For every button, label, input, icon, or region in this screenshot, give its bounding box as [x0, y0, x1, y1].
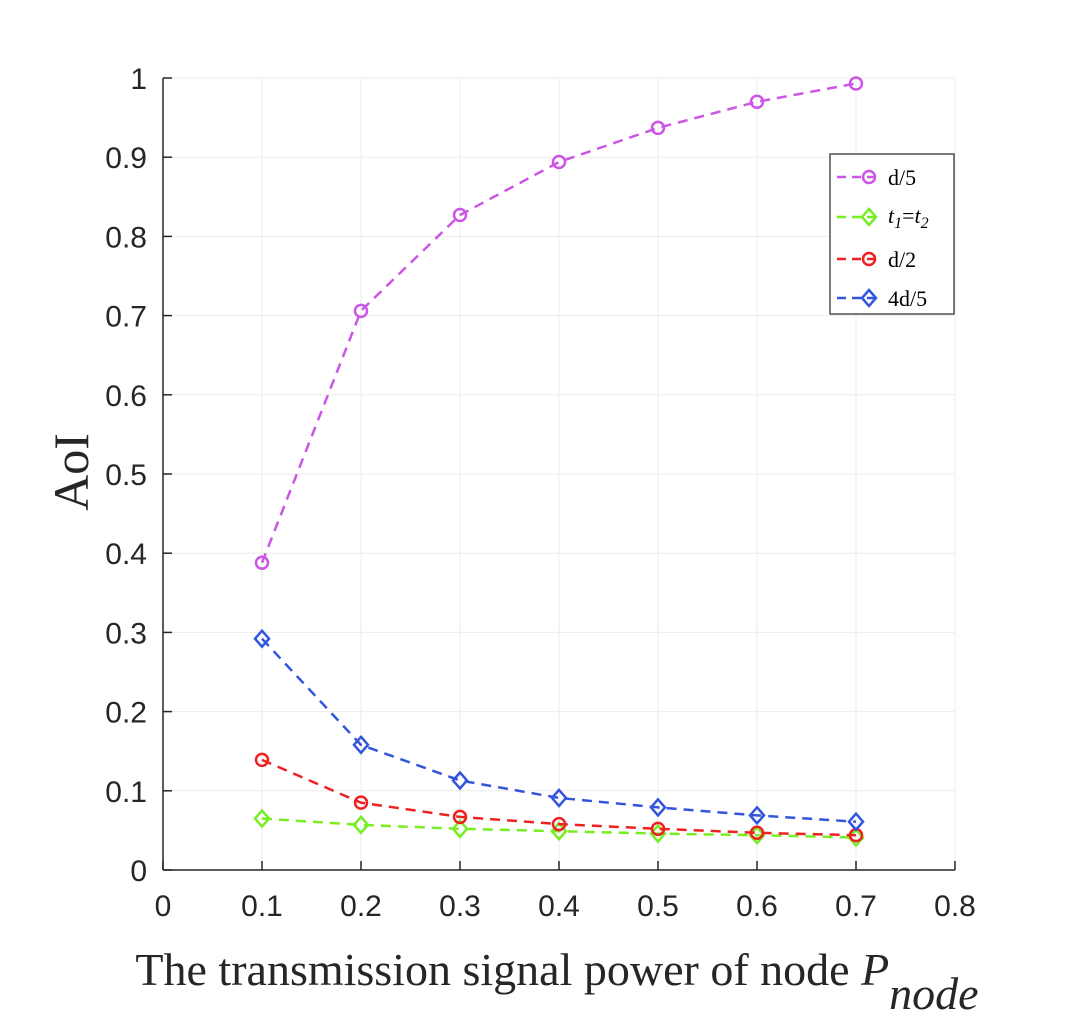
y-tick-label: 0.1: [105, 776, 147, 809]
x-tick-label: 0.5: [637, 890, 679, 923]
x-tick-label: 0.3: [439, 890, 481, 923]
data-point: [254, 555, 270, 570]
data-point: [551, 816, 567, 832]
legend-label: d/2: [888, 247, 916, 272]
y-tick-label: 0.7: [105, 301, 147, 334]
series-4: [253, 628, 865, 832]
y-tick-label: 0.4: [105, 538, 147, 571]
data-point: [451, 770, 469, 791]
grid-lines: [162, 77, 956, 871]
data-point: [748, 805, 766, 826]
data-point: [352, 814, 370, 835]
legend-box: [829, 153, 955, 315]
data-point: [749, 94, 765, 110]
legend-item-4d5: 4d/5: [837, 286, 927, 311]
data-point: [848, 76, 864, 91]
series-3: [254, 752, 864, 843]
data-point: [649, 797, 667, 818]
data-point: [254, 752, 270, 768]
legend-marker: [861, 251, 877, 267]
legend: d/5 t1=t2 d/2 4d/5: [829, 153, 955, 315]
data-point: [847, 811, 865, 832]
legend-marker: [860, 207, 878, 227]
data-point: [749, 825, 765, 841]
data-point: [352, 734, 370, 755]
data-point: [650, 821, 666, 837]
data-point: [353, 795, 369, 810]
x-tick-label: 0.8: [934, 890, 976, 923]
legend-item-t1t2: t1=t2: [837, 203, 929, 232]
data-series: [253, 76, 865, 848]
legend-label: d/5: [888, 165, 916, 190]
x-axis-label: The transmission signal power of node Pn…: [135, 944, 978, 1014]
series-line: [261, 637, 857, 823]
data-point: [551, 154, 567, 170]
x-axis-label-text: The transmission signal power of node: [135, 944, 861, 995]
axes: [162, 77, 956, 871]
x-tick-label: 0.7: [835, 890, 877, 923]
legend-marker: [860, 288, 878, 308]
x-tick-label: 0.1: [241, 890, 283, 923]
legend-marker: [861, 169, 877, 185]
y-axis-label: AoI: [43, 433, 99, 511]
y-tick-label: 0.9: [105, 142, 147, 175]
data-point: [550, 788, 568, 808]
x-tick-label: 0: [155, 890, 172, 923]
data-point: [253, 808, 271, 829]
data-point: [452, 809, 468, 825]
x-tick-label: 0.6: [736, 890, 778, 923]
legend-label: 4d/5: [888, 286, 927, 311]
x-axis-label-symbol: P: [860, 944, 889, 995]
data-point: [253, 628, 271, 649]
legend-label: t1=t2: [888, 203, 929, 232]
series-line: [261, 758, 857, 837]
y-tick-label: 0: [130, 855, 147, 888]
y-tick-label: 0.6: [105, 380, 147, 413]
x-axis-label-subscript: node: [889, 968, 978, 1014]
series-1: [254, 76, 864, 570]
y-tick-label: 1: [130, 63, 147, 96]
data-point: [452, 207, 468, 223]
x-tick-label: 0.2: [340, 890, 382, 923]
tick-labels: 0 0.1 0.2 0.3 0.4 0.5 0.6 0.7 0.8 0 0.1 0.2 0.3 0.4 0.…: [105, 63, 976, 923]
data-point: [353, 303, 369, 319]
y-tick-label: 0.3: [105, 617, 147, 650]
data-point: [650, 120, 666, 136]
data-point: [451, 818, 469, 839]
x-tick-label: 0.4: [538, 890, 580, 923]
y-tick-label: 0.8: [105, 221, 147, 254]
y-tick-label: 0.2: [105, 697, 147, 730]
y-tick-label: 0.5: [105, 459, 147, 492]
legend-item-d2: d/2: [837, 247, 916, 272]
legend-item-d5: d/5: [837, 165, 916, 190]
